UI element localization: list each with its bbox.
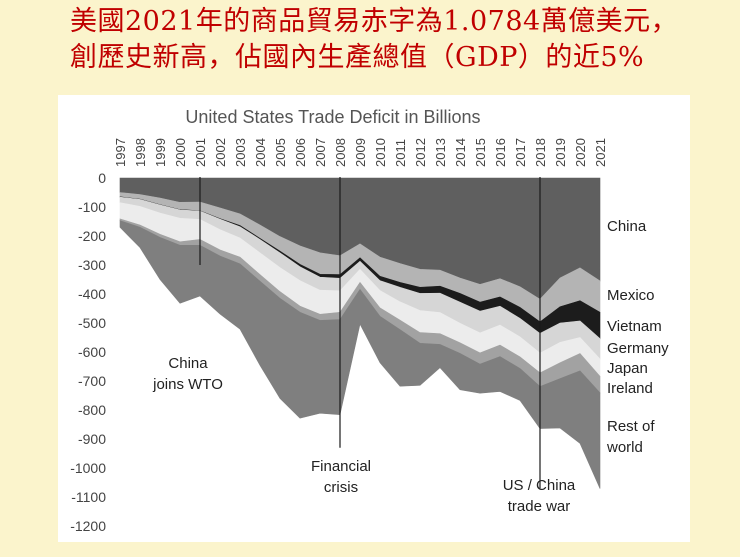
trade-deficit-chart: United States Trade Deficit in Billions … — [70, 107, 669, 534]
y-tick-label: -800 — [78, 402, 106, 418]
x-tick-label: 2007 — [313, 138, 328, 167]
slide-title-line-2: 創歷史新高，佔國內生產總值（GDP）的近5% — [70, 42, 645, 73]
annotation-label-2018: trade war — [508, 498, 571, 515]
y-tick-label: -300 — [78, 257, 106, 273]
chart-panel: United States Trade Deficit in Billions … — [58, 95, 690, 542]
series-label-ireland: Ireland — [607, 380, 653, 397]
chart-title: United States Trade Deficit in Billions — [185, 107, 480, 127]
x-tick-label: 2005 — [273, 138, 288, 167]
annotation-label-2001: China — [168, 355, 208, 372]
x-tick-label: 2004 — [253, 138, 268, 167]
x-tick-labels: 1997 1998 1999 2000 2001 2002 2003 2004 2005 2006… — [113, 138, 608, 167]
x-tick-label: 2001 — [193, 138, 208, 167]
x-tick-label: 2011 — [393, 139, 408, 167]
y-tick-label: -200 — [78, 228, 106, 244]
annotation-label-2008: crisis — [324, 479, 358, 496]
slide-title-line-1: 美國2021年的商品貿易赤字為1.0784萬億美元， — [70, 6, 679, 37]
x-tick-label: 2020 — [573, 138, 588, 167]
series-label-rest-of-world: world — [606, 439, 643, 456]
x-tick-label: 2009 — [353, 138, 368, 167]
x-tick-label: 2002 — [213, 138, 228, 167]
x-tick-label: 2019 — [553, 138, 568, 167]
x-tick-label: 2000 — [173, 138, 188, 167]
areas-layer — [119, 177, 601, 489]
y-tick-label: -1200 — [70, 518, 106, 534]
x-tick-label: 2014 — [453, 138, 468, 167]
x-tick-label: 2017 — [513, 138, 528, 167]
x-tick-label: 1998 — [133, 138, 148, 167]
y-tick-label: -500 — [78, 315, 106, 331]
x-tick-label: 2018 — [533, 138, 548, 167]
y-tick-label: -600 — [78, 344, 106, 360]
annotations-layer: China joins WTO Financial crisis US / China t… — [152, 177, 576, 515]
y-tick-label: -100 — [78, 199, 106, 215]
series-label-rest-of-world: Rest of — [607, 418, 655, 435]
x-tick-label: 2003 — [233, 138, 248, 167]
slide-title: 美國2021年的商品貿易赤字為1.0784萬億美元， 創歷史新高，佔國內生產總值… — [70, 4, 730, 76]
y-tick-label: -1000 — [70, 460, 106, 476]
series-label-vietnam: Vietnam — [607, 318, 662, 335]
annotation-label-2001: joins WTO — [152, 376, 223, 393]
y-tick-label: -1100 — [71, 489, 106, 505]
y-tick-label: -700 — [78, 373, 106, 389]
x-tick-label: 1997 — [113, 138, 128, 167]
series-label-mexico: Mexico — [607, 287, 655, 304]
area-rest-of-world — [119, 220, 601, 489]
y-tick-label: 0 — [98, 170, 106, 186]
series-labels: China Mexico Vietnam Germany Japan Ireland Res… — [606, 218, 669, 456]
y-tick-labels: 0 -100 -200 -300 -400 -500 -600 -700 -800 -900 -10… — [70, 170, 106, 534]
x-tick-label: 2015 — [473, 138, 488, 167]
annotation-label-2018: US / China — [503, 477, 576, 494]
x-tick-label: 2021 — [593, 138, 608, 167]
x-tick-label: 2013 — [433, 138, 448, 167]
annotation-label-2008: Financial — [311, 458, 371, 475]
x-tick-label: 1999 — [153, 138, 168, 167]
series-label-germany: Germany — [607, 340, 669, 357]
x-tick-label: 2006 — [293, 138, 308, 167]
x-tick-label: 2010 — [373, 138, 388, 167]
y-tick-label: -900 — [78, 431, 106, 447]
x-tick-label: 2012 — [413, 138, 428, 167]
series-label-china: China — [607, 218, 647, 235]
y-tick-label: -400 — [78, 286, 106, 302]
series-label-japan: Japan — [607, 360, 648, 377]
x-tick-label: 2016 — [493, 138, 508, 167]
x-tick-label: 2008 — [333, 138, 348, 167]
